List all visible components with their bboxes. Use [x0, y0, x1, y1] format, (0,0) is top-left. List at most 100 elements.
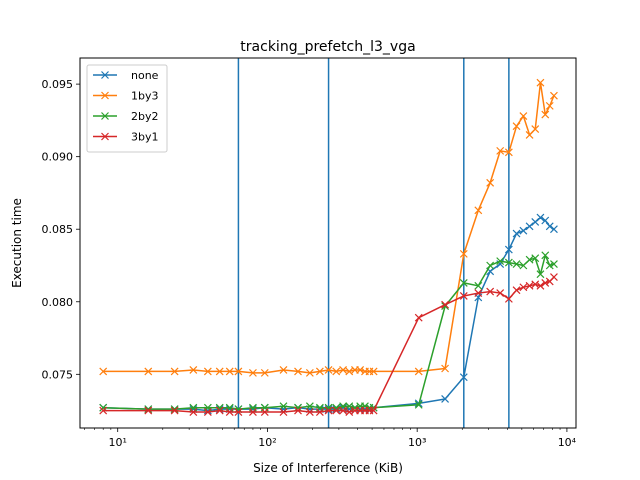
data-point	[225, 367, 234, 376]
legend-entry: none	[93, 69, 159, 82]
data-point	[545, 261, 554, 270]
data-point	[459, 373, 468, 382]
data-point	[541, 278, 550, 287]
data-point	[459, 278, 468, 287]
data-point	[324, 406, 333, 415]
data-point	[414, 313, 423, 322]
data-point	[512, 229, 521, 238]
y-tick-label: 0.095	[42, 78, 74, 91]
data-point	[170, 406, 179, 415]
legend: none 1by3 2by2 3by1	[86, 64, 168, 153]
data-point	[294, 406, 302, 415]
x-axis: 10¹ 10² 10³ 10⁴	[84, 428, 577, 449]
legend-label: 1by3	[131, 90, 159, 103]
data-point	[531, 218, 540, 226]
data-point	[215, 367, 224, 376]
data-point	[203, 367, 212, 376]
data-point	[531, 254, 540, 263]
data-point	[459, 249, 468, 258]
data-point	[305, 408, 314, 416]
data-point	[536, 78, 545, 87]
y-tick-label: 0.090	[42, 151, 74, 164]
data-point	[260, 408, 269, 416]
y-axis-label: Execution time	[10, 198, 24, 288]
data-point	[414, 400, 423, 409]
data-point	[215, 406, 224, 415]
data-point	[332, 406, 341, 415]
data-point	[144, 406, 153, 415]
data-point	[279, 402, 288, 411]
data-point	[536, 281, 545, 290]
y-tick-label: 0.080	[42, 296, 74, 309]
data-point	[369, 367, 378, 376]
series-line	[103, 254, 555, 410]
x-tick-label: 10¹	[108, 436, 126, 449]
data-point	[541, 216, 550, 225]
data-point	[512, 122, 521, 131]
data-point	[504, 245, 513, 254]
data-point	[345, 402, 354, 411]
data-point	[305, 368, 314, 377]
chart-title: tracking_prefetch_l3_vga	[240, 39, 415, 55]
data-point	[234, 367, 243, 376]
data-point	[345, 408, 354, 416]
data-point	[519, 112, 528, 120]
data-point	[486, 261, 495, 270]
data-point	[279, 366, 288, 374]
legend-marker	[101, 91, 109, 100]
data-point	[332, 367, 341, 376]
legend-entry: 3by1	[93, 131, 159, 144]
data-point	[260, 368, 269, 377]
data-point	[519, 261, 528, 270]
data-point	[369, 406, 378, 415]
y-axis: 0.075 0.080 0.085 0.090 0.095	[42, 78, 80, 381]
data-point	[531, 125, 540, 134]
data-point	[339, 366, 348, 374]
data-point	[441, 300, 450, 309]
data-point	[225, 408, 234, 416]
data-point	[170, 367, 179, 376]
legend-box	[86, 64, 168, 153]
data-point	[512, 286, 521, 295]
x-tick-label: 10²	[258, 436, 276, 449]
legend-label: 2by2	[131, 110, 159, 123]
data-point	[215, 403, 224, 412]
data-point	[512, 260, 521, 268]
data-point	[189, 408, 198, 416]
data-point	[189, 366, 198, 374]
legend-label: none	[131, 69, 159, 82]
data-point	[459, 292, 468, 300]
data-point	[536, 270, 545, 279]
series-1by3	[99, 78, 558, 377]
data-point	[294, 367, 302, 376]
x-tick-label: 10⁴	[558, 436, 577, 449]
data-point	[519, 226, 528, 235]
data-point	[324, 366, 333, 374]
data-point	[356, 366, 365, 374]
y-tick-label: 0.085	[42, 223, 74, 236]
data-point	[550, 91, 558, 100]
x-tick-label: 10³	[408, 436, 426, 449]
data-point	[550, 273, 558, 282]
data-point	[294, 403, 302, 412]
data-point	[504, 294, 513, 303]
legend-label: 3by1	[131, 131, 159, 144]
data-point	[545, 222, 554, 231]
data-point	[504, 258, 513, 267]
data-point	[496, 146, 505, 155]
series-3by1	[99, 273, 558, 416]
data-point	[315, 367, 324, 376]
data-point	[486, 178, 495, 187]
legend-marker	[101, 132, 109, 141]
data-point	[496, 289, 505, 297]
data-point	[541, 251, 550, 260]
data-point	[474, 281, 483, 290]
data-point	[414, 367, 423, 376]
axes-frame	[79, 57, 577, 429]
data-point	[315, 408, 324, 416]
data-point	[234, 408, 243, 416]
data-point	[203, 408, 212, 416]
data-point	[441, 364, 450, 373]
data-point	[144, 367, 153, 376]
